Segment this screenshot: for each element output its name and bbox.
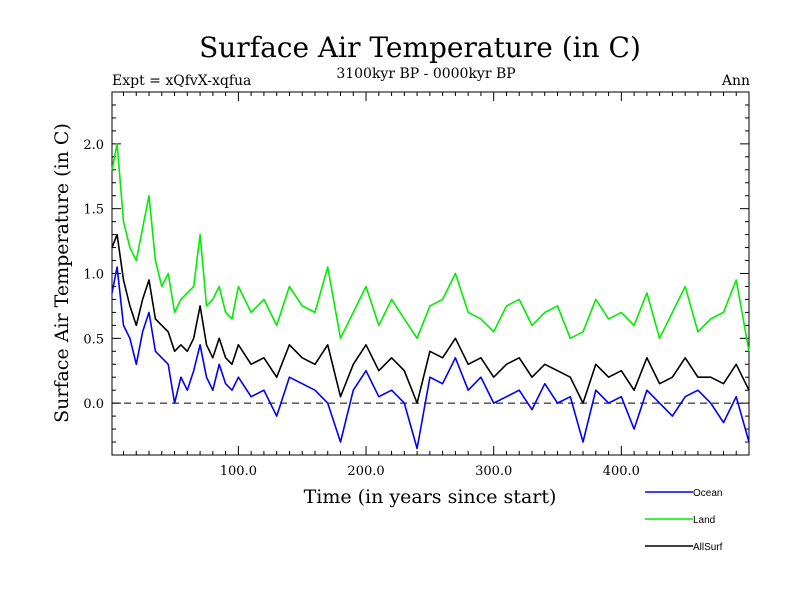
experiment-label: Expt = xQfvX-xqfua [112,73,251,89]
legend-label-allsurf: AllSurf [693,542,723,553]
chart-title: Surface Air Temperature (in C) [199,31,641,64]
plot-frame [111,91,750,456]
series-line-ocean [111,266,750,450]
series-line-land [111,143,750,352]
series-line-allsurf [111,233,750,404]
series-group [111,143,750,450]
x-tick-label: 400.0 [603,464,640,479]
x-tick-label: 100.0 [220,464,257,479]
chart-subtitle: 3100kyr BP - 0000kyr BP [336,66,515,82]
legend-label-ocean: Ocean [693,488,722,499]
legend-label-land: Land [693,515,715,526]
x-tick-label: 200.0 [347,464,384,479]
axis-ticks [112,92,749,455]
y-axis-label: Surface Air Temperature (in C) [51,123,73,423]
y-tick-label: 1.5 [83,203,104,218]
y-tick-label: 0.0 [83,397,104,412]
y-tick-label: 0.5 [83,332,104,347]
y-tick-label: 2.0 [83,138,104,153]
season-label: Ann [721,73,750,89]
legend: Ocean Land AllSurf [645,488,723,553]
x-axis-label: Time (in years since start) [304,486,557,508]
axis-tick-labels: 0.0 0.5 1.0 1.5 2.0 100.0 200.0 300.0 400.0 [83,138,640,479]
y-tick-label: 1.0 [83,268,104,283]
plot-area: 0.0 0.5 1.0 1.5 2.0 100.0 200.0 300.0 400.0 [83,91,750,479]
x-tick-label: 300.0 [475,464,512,479]
